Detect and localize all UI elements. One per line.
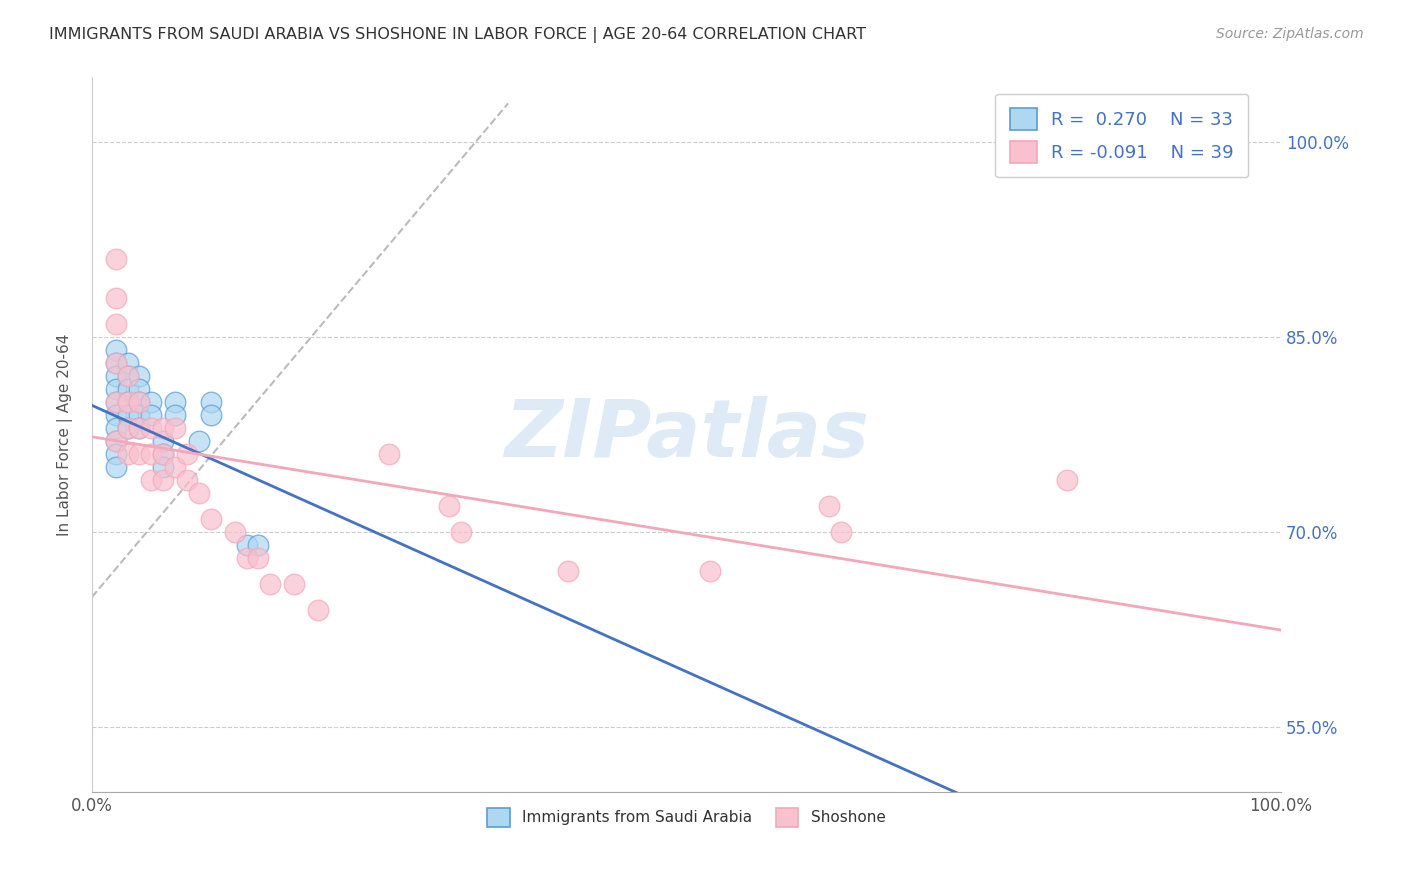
Point: [128, 447, 150, 461]
Point: [165, 408, 187, 422]
Point: [117, 369, 139, 384]
Point: [104, 356, 127, 370]
Point: [152, 473, 174, 487]
Point: [283, 577, 305, 591]
Point: [117, 408, 139, 422]
Point: [141, 473, 163, 487]
Point: [128, 421, 150, 435]
Point: [152, 434, 174, 449]
Point: [187, 486, 209, 500]
Point: [104, 408, 127, 422]
Point: [104, 797, 127, 812]
Point: [187, 434, 209, 449]
Point: [247, 538, 270, 552]
Point: [117, 421, 139, 435]
Point: [176, 473, 198, 487]
Point: [117, 447, 139, 461]
Point: [557, 564, 579, 578]
Point: [117, 369, 139, 384]
Point: [200, 408, 222, 422]
Point: [141, 395, 163, 409]
Point: [165, 460, 187, 475]
Point: [128, 382, 150, 396]
Point: [117, 421, 139, 435]
Point: [117, 395, 139, 409]
Text: IMMIGRANTS FROM SAUDI ARABIA VS SHOSHONE IN LABOR FORCE | AGE 20-64 CORRELATION : IMMIGRANTS FROM SAUDI ARABIA VS SHOSHONE…: [49, 27, 866, 43]
Point: [117, 395, 139, 409]
Point: [104, 421, 127, 435]
Point: [176, 447, 198, 461]
Point: [104, 291, 127, 305]
Point: [104, 434, 127, 449]
Point: [128, 395, 150, 409]
Text: Source: ZipAtlas.com: Source: ZipAtlas.com: [1216, 27, 1364, 41]
Point: [200, 395, 222, 409]
Point: [699, 564, 721, 578]
Point: [141, 408, 163, 422]
Legend: Immigrants from Saudi Arabia, Shoshone: Immigrants from Saudi Arabia, Shoshone: [479, 800, 893, 834]
Point: [1056, 473, 1078, 487]
Point: [104, 382, 127, 396]
Point: [200, 512, 222, 526]
Point: [128, 395, 150, 409]
Point: [152, 447, 174, 461]
Point: [259, 577, 281, 591]
Point: [117, 356, 139, 370]
Point: [104, 460, 127, 475]
Point: [235, 551, 257, 566]
Point: [818, 499, 841, 513]
Point: [128, 421, 150, 435]
Point: [152, 447, 174, 461]
Point: [830, 525, 852, 540]
Point: [450, 525, 472, 540]
Point: [128, 408, 150, 422]
Y-axis label: In Labor Force | Age 20-64: In Labor Force | Age 20-64: [58, 334, 73, 536]
Point: [165, 421, 187, 435]
Point: [128, 369, 150, 384]
Point: [104, 343, 127, 358]
Point: [378, 447, 401, 461]
Point: [104, 318, 127, 332]
Point: [104, 395, 127, 409]
Point: [104, 252, 127, 267]
Text: ZIPatlas: ZIPatlas: [503, 396, 869, 474]
Point: [104, 356, 127, 370]
Point: [104, 395, 127, 409]
Point: [152, 421, 174, 435]
Point: [247, 551, 270, 566]
Point: [104, 447, 127, 461]
Point: [117, 382, 139, 396]
Point: [165, 395, 187, 409]
Point: [307, 603, 329, 617]
Point: [141, 447, 163, 461]
Point: [104, 434, 127, 449]
Point: [224, 525, 246, 540]
Point: [104, 369, 127, 384]
Point: [235, 538, 257, 552]
Point: [141, 421, 163, 435]
Point: [437, 499, 460, 513]
Point: [152, 460, 174, 475]
